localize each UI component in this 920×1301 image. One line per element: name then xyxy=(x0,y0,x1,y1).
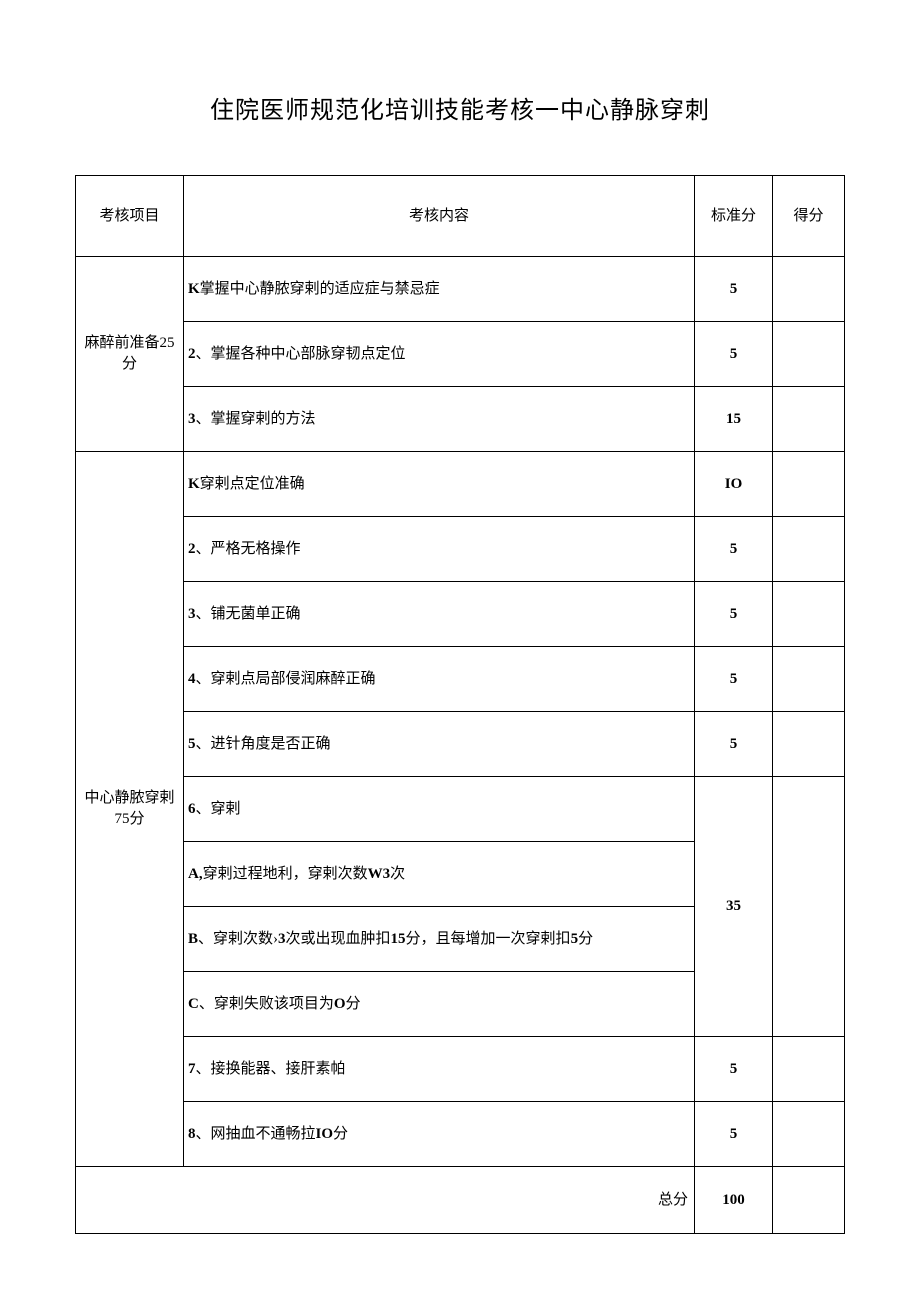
table-row: 3、铺无菌单正确 5 xyxy=(76,582,845,647)
got-cell xyxy=(773,517,845,582)
content-cell: 8、网抽血不通畅拉IO分 xyxy=(184,1102,695,1167)
content-cell: 2、严格无格操作 xyxy=(184,517,695,582)
score-cell: 35 xyxy=(695,777,773,1037)
document-page: 住院医师规范化培训技能考核一中心静脉穿刺 考核项目 考核内容 标准分 得分 麻醉… xyxy=(0,0,920,1301)
table-row: 2、掌握各种中心部脉穿韧点定位 5 xyxy=(76,322,845,387)
table-row: 4、穿剌点局部侵润麻醉正确 5 xyxy=(76,647,845,712)
score-cell: IO xyxy=(695,452,773,517)
got-cell xyxy=(773,387,845,452)
header-content: 考核内容 xyxy=(184,176,695,257)
header-got: 得分 xyxy=(773,176,845,257)
got-cell xyxy=(773,257,845,322)
document-title: 住院医师规范化培训技能考核一中心静脉穿刺 xyxy=(75,90,845,125)
table-row: 3、掌握穿剌的方法 15 xyxy=(76,387,845,452)
score-cell: 5 xyxy=(695,582,773,647)
score-cell: 5 xyxy=(695,1102,773,1167)
table-row: 8、网抽血不通畅拉IO分 5 xyxy=(76,1102,845,1167)
content-cell: 2、掌握各种中心部脉穿韧点定位 xyxy=(184,322,695,387)
score-cell: 5 xyxy=(695,712,773,777)
table-row: 麻醉前准备25分 K掌握中心静脓穿剌的适应症与禁忌症 5 xyxy=(76,257,845,322)
table-row: 中心静脓穿剌75分 K穿剌点定位准确 IO xyxy=(76,452,845,517)
content-cell: C、穿剌失败该项目为O分 xyxy=(184,972,695,1037)
score-cell: 15 xyxy=(695,387,773,452)
score-cell: 5 xyxy=(695,1037,773,1102)
content-cell: A,穿剌过程地利，穿剌次数W3次 xyxy=(184,842,695,907)
content-cell: 7、接换能器、接肝素帕 xyxy=(184,1037,695,1102)
table-header-row: 考核项目 考核内容 标准分 得分 xyxy=(76,176,845,257)
table-row: 6、穿剌 35 xyxy=(76,777,845,842)
got-cell xyxy=(773,322,845,387)
content-cell: B、穿剌次数›3次或出现血肿扣15分，且每增加一次穿剌扣5分 xyxy=(184,907,695,972)
got-cell xyxy=(773,647,845,712)
got-cell xyxy=(773,452,845,517)
score-cell: 5 xyxy=(695,322,773,387)
score-cell: 5 xyxy=(695,647,773,712)
table-row: 5、进针角度是否正确 5 xyxy=(76,712,845,777)
table-row: 2、严格无格操作 5 xyxy=(76,517,845,582)
content-cell: 5、进针角度是否正确 xyxy=(184,712,695,777)
got-cell xyxy=(773,582,845,647)
header-item: 考核项目 xyxy=(76,176,184,257)
content-cell: 6、穿剌 xyxy=(184,777,695,842)
section-name: 中心静脓穿剌75分 xyxy=(76,452,184,1167)
got-cell xyxy=(773,1037,845,1102)
table-total-row: 总分 100 xyxy=(76,1167,845,1234)
content-cell: 4、穿剌点局部侵润麻醉正确 xyxy=(184,647,695,712)
total-score: 100 xyxy=(695,1167,773,1234)
total-got xyxy=(773,1167,845,1234)
got-cell xyxy=(773,777,845,1037)
total-label: 总分 xyxy=(76,1167,695,1234)
got-cell xyxy=(773,712,845,777)
header-score: 标准分 xyxy=(695,176,773,257)
content-cell: 3、掌握穿剌的方法 xyxy=(184,387,695,452)
table-row: 7、接换能器、接肝素帕 5 xyxy=(76,1037,845,1102)
content-cell: 3、铺无菌单正确 xyxy=(184,582,695,647)
score-cell: 5 xyxy=(695,257,773,322)
got-cell xyxy=(773,1102,845,1167)
score-cell: 5 xyxy=(695,517,773,582)
section-name: 麻醉前准备25分 xyxy=(76,257,184,452)
content-cell: K穿剌点定位准确 xyxy=(184,452,695,517)
assessment-table: 考核项目 考核内容 标准分 得分 麻醉前准备25分 K掌握中心静脓穿剌的适应症与… xyxy=(75,175,845,1234)
content-cell: K掌握中心静脓穿剌的适应症与禁忌症 xyxy=(184,257,695,322)
